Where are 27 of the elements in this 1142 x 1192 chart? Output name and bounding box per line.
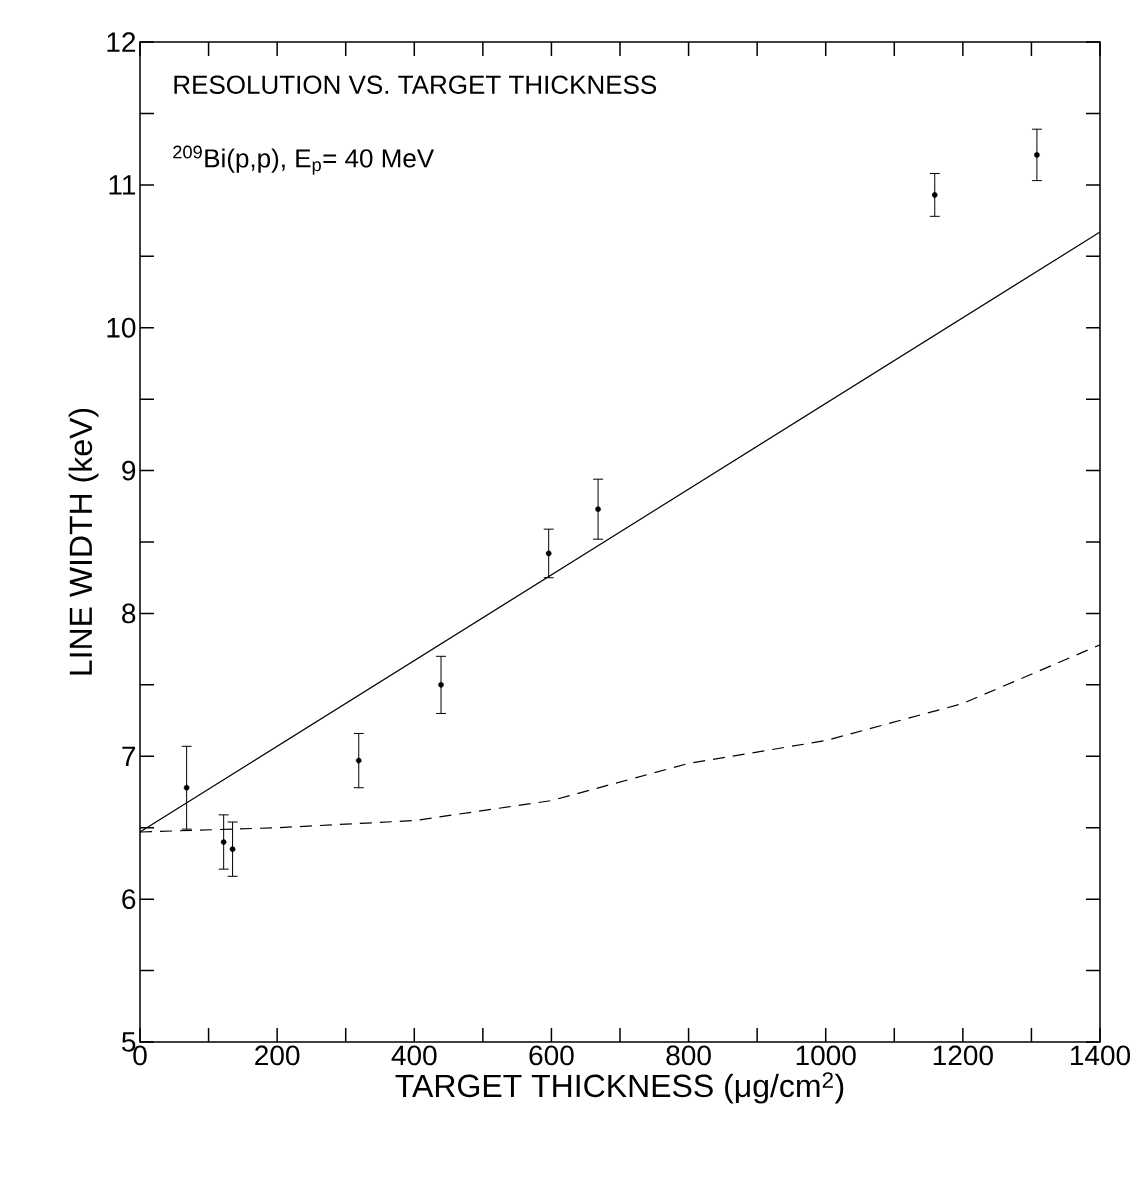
point: [595, 506, 601, 512]
y-axis-title: LINE WIDTH (keV): [68, 408, 99, 675]
point: [355, 757, 362, 764]
y-tick-label: 6: [122, 889, 136, 910]
y-tick-label: 12: [107, 32, 136, 52]
point: [220, 839, 227, 845]
x-tick-label: 200: [255, 1045, 300, 1066]
point: [545, 550, 552, 557]
annotation: RESOLUTION VS. TARGET THICKNESS: [174, 75, 657, 94]
point: [1034, 152, 1040, 158]
x-tick-label: 1200: [933, 1045, 993, 1066]
point: [438, 682, 444, 688]
point: [183, 784, 190, 791]
x-tick-label: 1000: [796, 1045, 856, 1066]
y-tick-label: 11: [109, 175, 136, 195]
x-tick-label: 1400: [1070, 1045, 1131, 1066]
x-axis-title: TARGET THICKNESS (μg/cm$^{2}$): [395, 1072, 844, 1104]
y-tick-label: 8: [122, 603, 136, 624]
y-tick-label: 9: [122, 460, 136, 481]
x-tick-label: 600: [529, 1045, 574, 1066]
point: [931, 192, 938, 198]
x-tick-label: 800: [666, 1045, 711, 1066]
annotation: $^{209}$Bi(p,p), E$_{p}$= 40 MeV: [173, 145, 435, 175]
y-tick-label: 7: [122, 746, 136, 766]
x-tick-label: 400: [391, 1045, 437, 1066]
y-tick-label: 10: [107, 317, 136, 338]
point: [229, 846, 236, 852]
